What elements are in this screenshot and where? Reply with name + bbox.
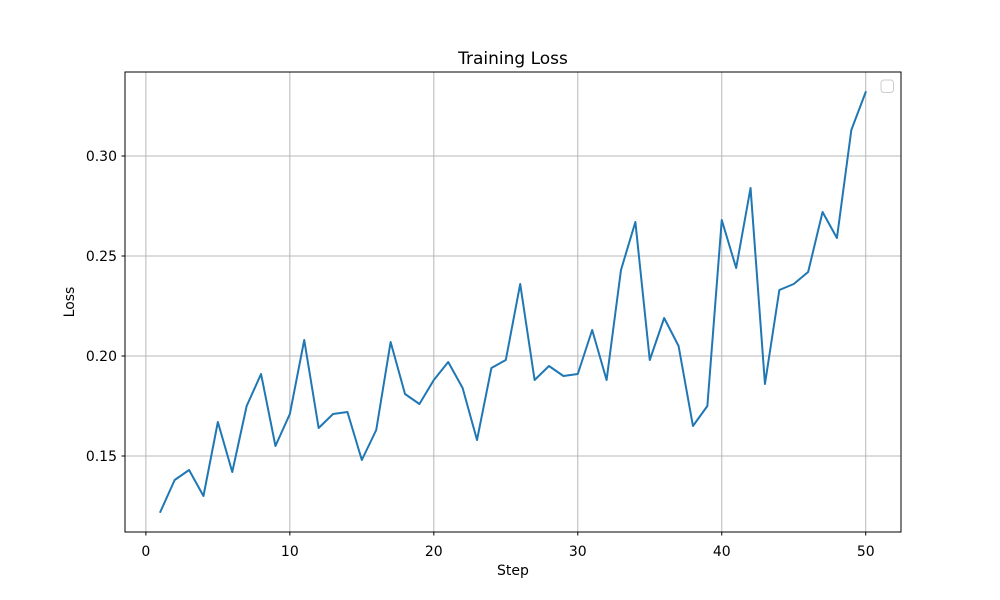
y-tick-marks [121,155,125,457]
axes-frame [124,71,902,533]
x-tick-label: 0 [141,544,150,560]
x-tick-labels: 0 10 20 30 40 50 [141,544,874,560]
x-tick-label: 40 [713,544,731,560]
x-tick-label: 50 [857,544,875,560]
y-gridlines [125,155,901,457]
y-tick-label: 0.20 [86,349,117,365]
y-axis-label: Loss [62,287,78,318]
y-tick-labels: 0.15 0.20 0.25 0.30 [86,149,117,465]
x-gridlines [145,72,867,532]
x-axis-label: Step [497,563,529,579]
y-tick-label: 0.30 [86,149,117,165]
x-tick-label: 10 [281,544,299,560]
x-tick-label: 30 [569,544,587,560]
x-tick-label: 20 [425,544,443,560]
x-tick-marks [145,532,867,536]
y-tick-label: 0.25 [86,249,117,265]
legend-box [880,79,894,93]
chart-title: Training Loss [457,49,568,69]
loss-line [159,91,867,513]
y-tick-label: 0.15 [86,449,117,465]
